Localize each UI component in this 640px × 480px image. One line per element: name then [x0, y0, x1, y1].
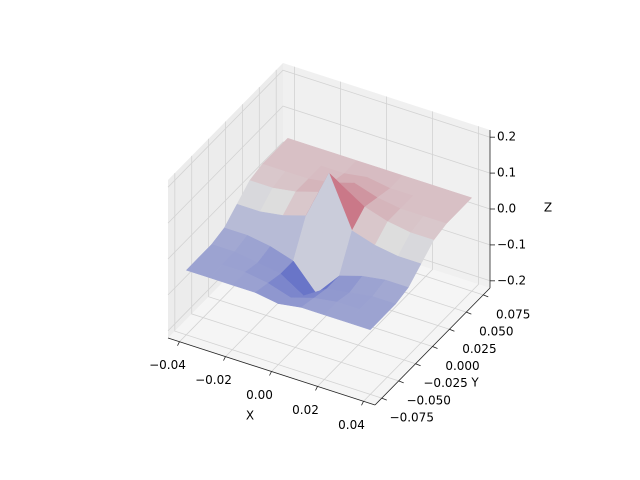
tick-mark — [223, 356, 226, 361]
x-tick-label: 0.00 — [246, 388, 273, 402]
tick-mark — [398, 380, 404, 384]
y-tick-label: 0.025 — [462, 342, 496, 356]
x-tick-label: 0.04 — [338, 418, 365, 432]
tick-mark — [449, 328, 455, 332]
y-tick-label: −0.025 — [423, 376, 467, 390]
y-tick-label: 0.000 — [445, 359, 479, 373]
x-tick-label: −0.02 — [195, 373, 232, 387]
y-axis-label: Y — [470, 376, 479, 390]
tick-mark — [361, 401, 364, 406]
tick-mark — [432, 346, 438, 349]
z-tick-label: −0.1 — [497, 237, 526, 251]
grid-line — [167, 105, 491, 224]
tick-mark — [177, 341, 180, 346]
y-tick-label: −0.050 — [406, 393, 450, 407]
tick-mark — [381, 397, 387, 401]
grid-line — [317, 111, 433, 387]
tick-mark — [483, 294, 489, 298]
grid-line — [208, 138, 416, 365]
x-axis-label: X — [246, 409, 254, 423]
x-tick-label: 0.02 — [292, 403, 319, 417]
z-tick-label: 0.2 — [497, 130, 516, 144]
tick-mark — [415, 363, 421, 367]
grid-line — [191, 155, 399, 382]
y-tick-label: 0.050 — [479, 325, 513, 339]
tick-mark — [269, 371, 272, 376]
z-tick-label: −0.2 — [497, 273, 526, 287]
axis-line — [167, 337, 376, 406]
z-tick-label: 0.0 — [497, 202, 516, 216]
z-tick-label: 0.1 — [497, 166, 516, 180]
axis-line — [374, 287, 491, 406]
y-tick-label: −0.075 — [390, 411, 434, 425]
grid-line — [174, 173, 382, 399]
y-tick-label: 0.075 — [496, 307, 530, 321]
surface-patch — [346, 309, 384, 331]
grid-line — [167, 69, 491, 188]
grid-line — [363, 126, 479, 402]
tick-mark — [315, 386, 318, 391]
x-tick-label: −0.04 — [149, 358, 186, 372]
tick-mark — [466, 311, 472, 315]
z-axis-label: Z — [544, 201, 552, 215]
